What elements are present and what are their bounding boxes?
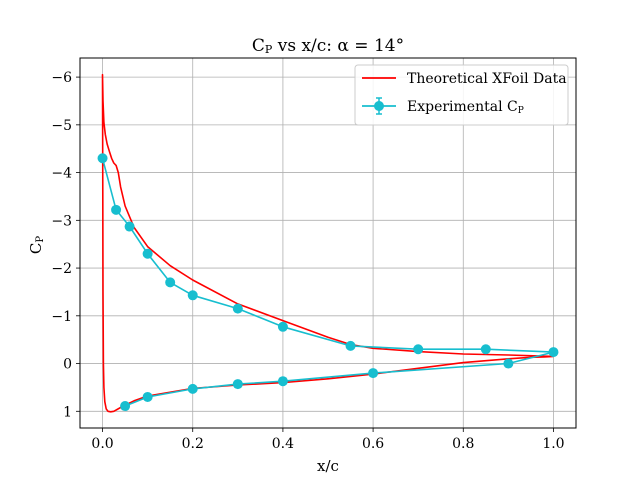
y-axis-label: CP <box>27 236 46 254</box>
y-tick-label: −6 <box>51 70 72 86</box>
experimental-point <box>124 221 135 232</box>
axes-frame <box>79 57 577 429</box>
experimental-point <box>142 391 153 402</box>
legend-label-experimental-main: Experimental C <box>407 99 518 115</box>
experimental-point <box>187 383 198 394</box>
experimental-point <box>368 368 379 379</box>
experimental-point <box>97 153 108 164</box>
legend-label-experimental: Experimental CP <box>407 99 524 116</box>
experimental-point <box>142 248 153 259</box>
chart-title: CP vs x/c: α = 14° <box>252 36 404 56</box>
title-subscript: P <box>265 43 273 56</box>
x-tick-label: 0.6 <box>362 436 384 452</box>
x-tick-label: 0.8 <box>452 436 474 452</box>
experimental-point <box>165 277 176 288</box>
experimental-point <box>277 321 288 332</box>
x-tick-label: 0.0 <box>91 436 113 452</box>
experimental-point <box>548 347 559 358</box>
experimental-point <box>413 344 424 355</box>
y-tick-label: 1 <box>63 404 72 420</box>
y-axis-label-subscript: P <box>35 236 46 243</box>
y-tick-label: 0 <box>63 357 72 373</box>
legend-label-xfoil: Theoretical XFoil Data <box>407 71 567 87</box>
experimental-point <box>503 358 514 369</box>
y-axis-label-main: C <box>27 243 45 254</box>
title-main: C <box>252 36 265 56</box>
x-tick-label: 0.2 <box>182 436 204 452</box>
legend-label-experimental-subscript: P <box>518 106 524 116</box>
y-tick-label: −1 <box>51 309 72 325</box>
experimental-point <box>187 290 198 301</box>
x-tick-label: 1.0 <box>542 436 564 452</box>
x-tick-label: 0.4 <box>272 436 294 452</box>
legend-marker-experimental <box>374 101 384 111</box>
experimental-point <box>120 401 131 412</box>
x-axis-ticks: 0.0 0.2 0.4 0.6 0.8 1.0 <box>91 428 565 452</box>
y-tick-label: −4 <box>51 166 72 182</box>
experimental-point <box>345 340 356 351</box>
legend-box <box>354 64 569 126</box>
x-axis-label: x/c <box>317 457 339 475</box>
grid <box>80 58 576 428</box>
experimental-point <box>277 376 288 387</box>
y-tick-label: −3 <box>51 213 72 229</box>
experimental-point <box>480 344 491 355</box>
experimental-point <box>111 204 122 215</box>
series-line-xfoil <box>101 73 554 413</box>
y-tick-label: −5 <box>51 118 72 134</box>
y-tick-label: −2 <box>51 261 72 277</box>
experimental-point <box>232 379 243 390</box>
plot-area <box>97 73 559 413</box>
legend: Theoretical XFoil Data Experimental CP <box>354 64 569 126</box>
title-rest: vs x/c: α = 14° <box>272 36 404 56</box>
experimental-point <box>232 303 243 314</box>
y-axis-ticks: −6 −5 −4 −3 −2 −1 0 1 <box>51 70 80 420</box>
